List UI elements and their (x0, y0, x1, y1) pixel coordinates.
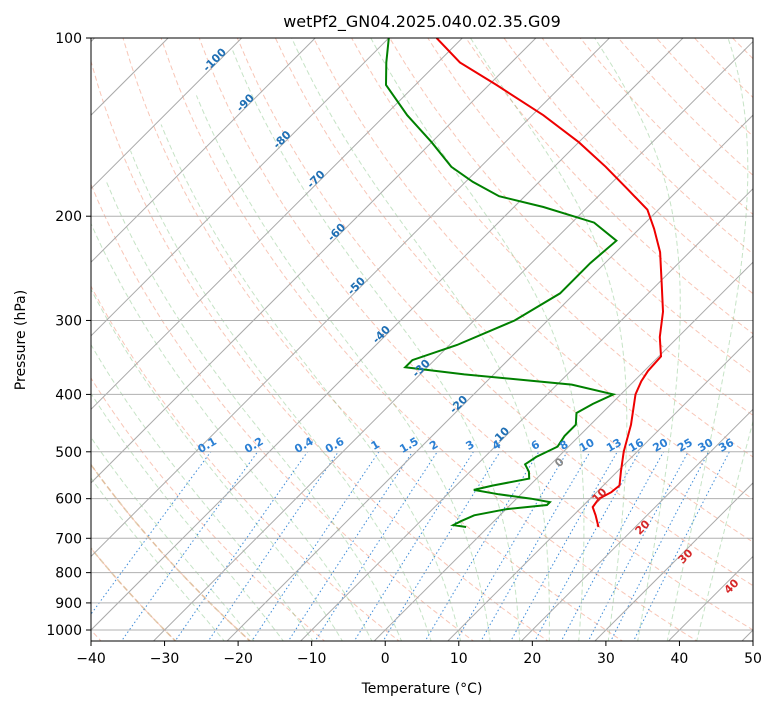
moist-adiabat-line (370, 38, 585, 641)
x-tick-label: 0 (381, 651, 390, 667)
isotherm-line (91, 38, 610, 558)
x-tick-label: −30 (150, 651, 180, 667)
isotherm-line (91, 38, 316, 263)
x-tick-label: 50 (744, 651, 762, 667)
isotherm-line (373, 261, 753, 641)
moist-adiabat-line (232, 50, 521, 641)
isotherm-line (594, 482, 753, 641)
axes: −40 −30 −20 −10 0 10 20 30 40 50 1000 900 800 700 600 5… (46, 31, 762, 667)
mixing-ratio-line (534, 451, 640, 641)
sounding-profiles (384, 38, 665, 528)
isotherm-line (226, 114, 753, 641)
isotherm-line (91, 38, 390, 337)
y-tick-label: 400 (55, 387, 82, 403)
x-axis-label: Temperature (°C) (361, 681, 483, 697)
special-adiabat-line (91, 463, 252, 641)
mixing-ratio-line (91, 451, 212, 615)
x-tick-label: −40 (76, 651, 106, 667)
pressure-gridlines (91, 38, 753, 631)
dry-adiabat-line (389, 38, 753, 416)
mixing-ratio-line (510, 451, 618, 641)
moist-adiabat-line (291, 38, 550, 641)
moist-adiabat-line (91, 222, 373, 641)
dry-adiabat-line (465, 38, 753, 335)
x-tick-label: 20 (523, 651, 541, 667)
moist-adiabat-line (91, 477, 225, 641)
dry-adiabat-line (91, 182, 475, 641)
x-tick-label: −10 (297, 651, 327, 667)
x-tick-label: 40 (671, 651, 689, 667)
moist-adiabat-line (91, 392, 284, 641)
y-tick-label: 1000 (46, 623, 82, 639)
dry-adiabat-line (91, 377, 326, 641)
dry-adiabat-line (313, 38, 753, 500)
isotherm-line (447, 335, 753, 641)
moist-adiabat-line (696, 419, 753, 641)
y-tick-label: 600 (55, 492, 82, 508)
temperature-profile-line (435, 38, 665, 528)
dry-adiabat-line (198, 38, 753, 631)
x-tick-label: 10 (450, 651, 468, 667)
isotherm-line (299, 187, 753, 641)
isotherm-line (91, 38, 463, 411)
y-tick-label: 200 (55, 209, 82, 225)
moist-adiabat-line (91, 343, 314, 641)
moist-adiabat-line (91, 288, 343, 641)
y-tick-label: 300 (55, 313, 82, 329)
moist-adiabat-line (594, 38, 681, 641)
special-adiabat-line (91, 546, 177, 641)
y-axis-label: Pressure (hPa) (13, 290, 29, 390)
moist-adiabat-line (106, 181, 403, 641)
mixing-ratio-line (207, 451, 339, 641)
mixing-ratio-line (174, 451, 308, 641)
moist-adiabat-line (666, 38, 749, 641)
y-tick-label: 500 (55, 445, 82, 461)
isotherm-line (91, 38, 537, 484)
isotherm-line (520, 408, 753, 641)
y-tick-label: 800 (55, 566, 82, 582)
dry-adiabat-line (236, 38, 753, 587)
y-tick-label: 100 (55, 31, 82, 47)
plot-frame (90, 37, 754, 642)
dry-adiabat-line (122, 38, 624, 641)
mixing-ratio-line (314, 451, 438, 641)
isotherm-line (91, 38, 684, 631)
chart-title: wetPf2_GN04.2025.040.02.35.G09 (283, 12, 561, 32)
x-tick-label: 30 (597, 651, 615, 667)
isotherm-line (91, 38, 243, 190)
y-tick-label: 900 (55, 596, 82, 612)
dry-adiabat-line (503, 38, 753, 295)
mixing-ratio-line (287, 451, 413, 641)
mixing-ratio-line (560, 451, 665, 641)
dry-adiabat-line (91, 59, 549, 641)
isotherm-line (152, 40, 753, 641)
mixing-ratio-line (632, 451, 730, 641)
mixing-ratio-line (251, 451, 380, 641)
moist-adiabat-line (91, 436, 255, 641)
dewpoint-profile-line (384, 38, 618, 528)
mixing-ratio-line (382, 451, 501, 641)
x-tick-label: −20 (223, 651, 253, 667)
moist-adiabat-line (470, 38, 628, 641)
y-tick-label: 700 (55, 531, 82, 547)
